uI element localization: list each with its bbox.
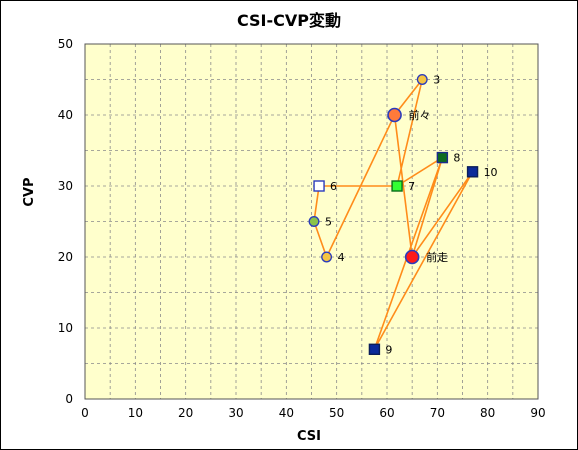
x-tick-label: 90	[530, 406, 545, 420]
point-label: 前走	[426, 250, 448, 264]
connection-line	[396, 79, 424, 187]
x-tick-label: 10	[128, 406, 143, 420]
point-labels: 3 前々 8 10 6 7 5 4 前走 9	[325, 74, 498, 357]
grid-lines	[85, 44, 538, 399]
point-label: 前々	[409, 108, 431, 122]
data-point-circle	[416, 74, 428, 85]
connection-line	[393, 114, 413, 258]
data-point-square	[391, 180, 403, 192]
plot-border	[84, 43, 539, 400]
point-label: 4	[338, 251, 345, 264]
connection-line	[411, 157, 444, 258]
data-point-square	[466, 166, 479, 178]
point-label: 6	[330, 180, 337, 193]
x-tick-label: 40	[279, 406, 294, 420]
axes	[84, 43, 539, 400]
connection-line	[313, 221, 328, 258]
x-tick-label: 20	[178, 406, 193, 420]
x-tick-label: 50	[329, 406, 344, 420]
data-point-square	[436, 151, 449, 164]
connection-line	[411, 171, 474, 258]
y-axis-ticks: 0 10 20 30 40 50	[58, 37, 73, 406]
chart-title: CSI-CVP変動	[237, 11, 341, 30]
x-tick-label: 70	[430, 406, 445, 420]
data-point-square	[313, 180, 325, 192]
data-point-circle	[321, 251, 333, 263]
data-point-circle-large	[404, 249, 420, 265]
x-tick-label: 0	[81, 406, 89, 420]
y-tick-label: 10	[58, 321, 73, 335]
x-tick-label: 80	[480, 406, 495, 420]
point-label: 9	[385, 343, 392, 356]
y-axis-title: CVP	[22, 177, 37, 206]
y-tick-label: 30	[58, 179, 73, 193]
data-point-circle-large	[387, 107, 402, 123]
connection-line	[313, 185, 320, 222]
connection-line	[373, 171, 474, 350]
point-label: 10	[484, 166, 498, 179]
point-label: 3	[433, 74, 440, 87]
y-tick-label: 0	[65, 392, 73, 406]
data-point-circle	[308, 216, 320, 227]
x-tick-label: 30	[228, 406, 243, 420]
connection-line	[396, 156, 443, 187]
point-label: 8	[453, 152, 460, 165]
x-axis-title: CSI	[297, 429, 321, 444]
x-axis-ticks: 0 10 20 30 40 50 60 70 80 90	[81, 406, 545, 420]
connection-line	[393, 79, 423, 116]
point-label: 7	[408, 180, 415, 193]
y-tick-label: 40	[58, 108, 73, 122]
data-point-square	[368, 343, 381, 355]
data-points	[308, 74, 479, 355]
point-label: 5	[325, 216, 332, 229]
y-tick-label: 20	[58, 250, 73, 264]
y-tick-label: 50	[58, 37, 73, 51]
x-tick-label: 60	[379, 406, 394, 420]
